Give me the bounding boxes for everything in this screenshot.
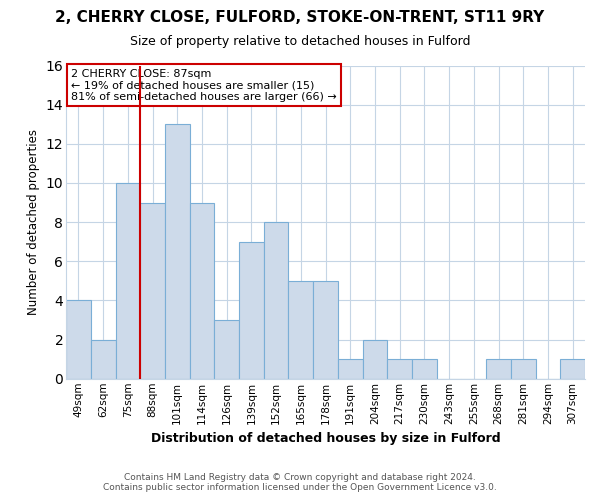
Bar (511, 359, 536, 379)
Bar (91, 340, 116, 379)
Bar (388, 359, 412, 379)
Bar (313, 281, 338, 379)
Bar (362, 340, 388, 379)
Bar (66, 300, 91, 379)
Text: Contains HM Land Registry data © Crown copyright and database right 2024.
Contai: Contains HM Land Registry data © Crown c… (103, 473, 497, 492)
Bar (338, 359, 362, 379)
Text: 2, CHERRY CLOSE, FULFORD, STOKE-ON-TRENT, ST11 9RY: 2, CHERRY CLOSE, FULFORD, STOKE-ON-TRENT… (55, 10, 545, 25)
Bar (289, 281, 313, 379)
Bar (486, 359, 511, 379)
Text: 2 CHERRY CLOSE: 87sqm
← 19% of detached houses are smaller (15)
81% of semi-deta: 2 CHERRY CLOSE: 87sqm ← 19% of detached … (71, 68, 337, 102)
Bar (214, 320, 239, 379)
Text: Size of property relative to detached houses in Fulford: Size of property relative to detached ho… (130, 35, 470, 48)
Bar (165, 124, 190, 379)
X-axis label: Distribution of detached houses by size in Fulford: Distribution of detached houses by size … (151, 432, 500, 445)
Bar (140, 202, 165, 379)
Bar (190, 202, 214, 379)
Bar (264, 222, 289, 379)
Bar (116, 183, 140, 379)
Bar (239, 242, 264, 379)
Bar (412, 359, 437, 379)
Y-axis label: Number of detached properties: Number of detached properties (27, 129, 40, 315)
Bar (560, 359, 585, 379)
